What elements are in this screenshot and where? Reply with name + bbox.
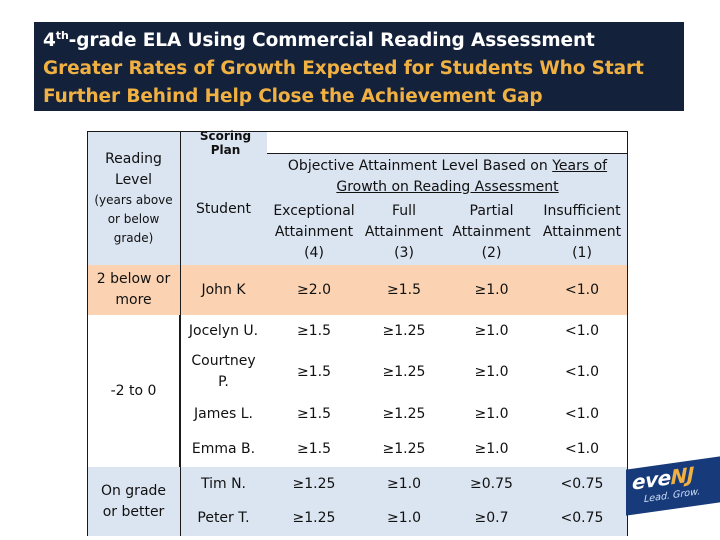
level-header-full: Full Attainment (3)	[361, 199, 447, 265]
value-partial: ≥1.0	[474, 281, 509, 298]
value-partial: ≥1.0	[474, 440, 509, 457]
value-partial: ≥1.0	[474, 363, 509, 380]
level-header-partial: Partial Attainment (2)	[447, 199, 536, 265]
student-name: Peter T.	[197, 510, 250, 526]
table-top-border	[267, 131, 628, 154]
value-exceptional: ≥1.5	[297, 322, 331, 339]
value-insufficient: <1.0	[565, 363, 599, 380]
level-header-insufficient: Insufficient Attainment (1)	[536, 199, 628, 265]
student-name: Tim N.	[200, 475, 247, 492]
level-header-exceptional: Exceptional Attainment (4)	[267, 199, 361, 265]
title-line-2: Greater Rates of Growth Expected for Stu…	[43, 58, 644, 79]
value-partial: ≥1.0	[474, 405, 509, 422]
value-partial: ≥0.7	[474, 510, 509, 526]
value-exceptional: ≥1.25	[292, 475, 336, 492]
value-full: ≥1.25	[382, 440, 426, 457]
value-exceptional: ≥2.0	[297, 281, 331, 298]
title-banner: 4th-grade ELA Using Commercial Reading A…	[34, 22, 684, 111]
group-label-on-grade: On grade or better	[87, 467, 180, 536]
value-partial: ≥0.75	[470, 475, 513, 492]
value-full: ≥1.25	[382, 405, 426, 422]
value-exceptional: ≥1.5	[297, 405, 331, 422]
table-row	[180, 265, 628, 315]
value-full: ≥1.5	[387, 281, 421, 298]
title-line-3: Further Behind Help Close the Achievemen…	[43, 86, 543, 107]
value-exceptional: ≥1.5	[297, 363, 331, 380]
reading-level-header: Reading Level (years above or below grad…	[87, 131, 180, 265]
objective-header: Objective Attainment Level Based on Year…	[267, 154, 628, 199]
value-insufficient: <1.0	[565, 405, 599, 422]
group-label-minus2-to-0: -2 to 0	[87, 315, 180, 467]
student-name: Emma B.	[191, 440, 256, 457]
column-divider	[180, 131, 181, 536]
value-insufficient: <1.0	[565, 322, 599, 339]
student-name: Jocelyn U.	[188, 322, 259, 339]
table-row	[180, 467, 628, 536]
group-label-2-below: 2 below or more	[87, 265, 180, 315]
value-insufficient: <1.0	[565, 440, 599, 457]
value-exceptional: ≥1.25	[292, 510, 336, 526]
scoring-plan-label: Scoring Plan	[180, 129, 267, 157]
student-header: Student	[180, 154, 267, 265]
value-exceptional: ≥1.5	[297, 440, 331, 457]
brand-logo: eveNJ Lead. Grow.	[626, 456, 720, 516]
student-name: Courtney P.	[191, 353, 256, 390]
value-partial: ≥1.0	[474, 322, 509, 339]
value-insufficient: <0.75	[560, 510, 604, 526]
title-line-1: 4th-grade ELA Using Commercial Reading A…	[43, 29, 595, 51]
value-full: ≥1.25	[382, 363, 426, 380]
value-full: ≥1.0	[387, 510, 421, 526]
value-insufficient: <1.0	[565, 281, 599, 298]
student-name: James L.	[194, 405, 253, 422]
value-full: ≥1.0	[387, 475, 421, 492]
student-name: John K	[201, 281, 246, 298]
value-insufficient: <0.75	[560, 475, 604, 492]
value-full: ≥1.25	[382, 322, 426, 339]
